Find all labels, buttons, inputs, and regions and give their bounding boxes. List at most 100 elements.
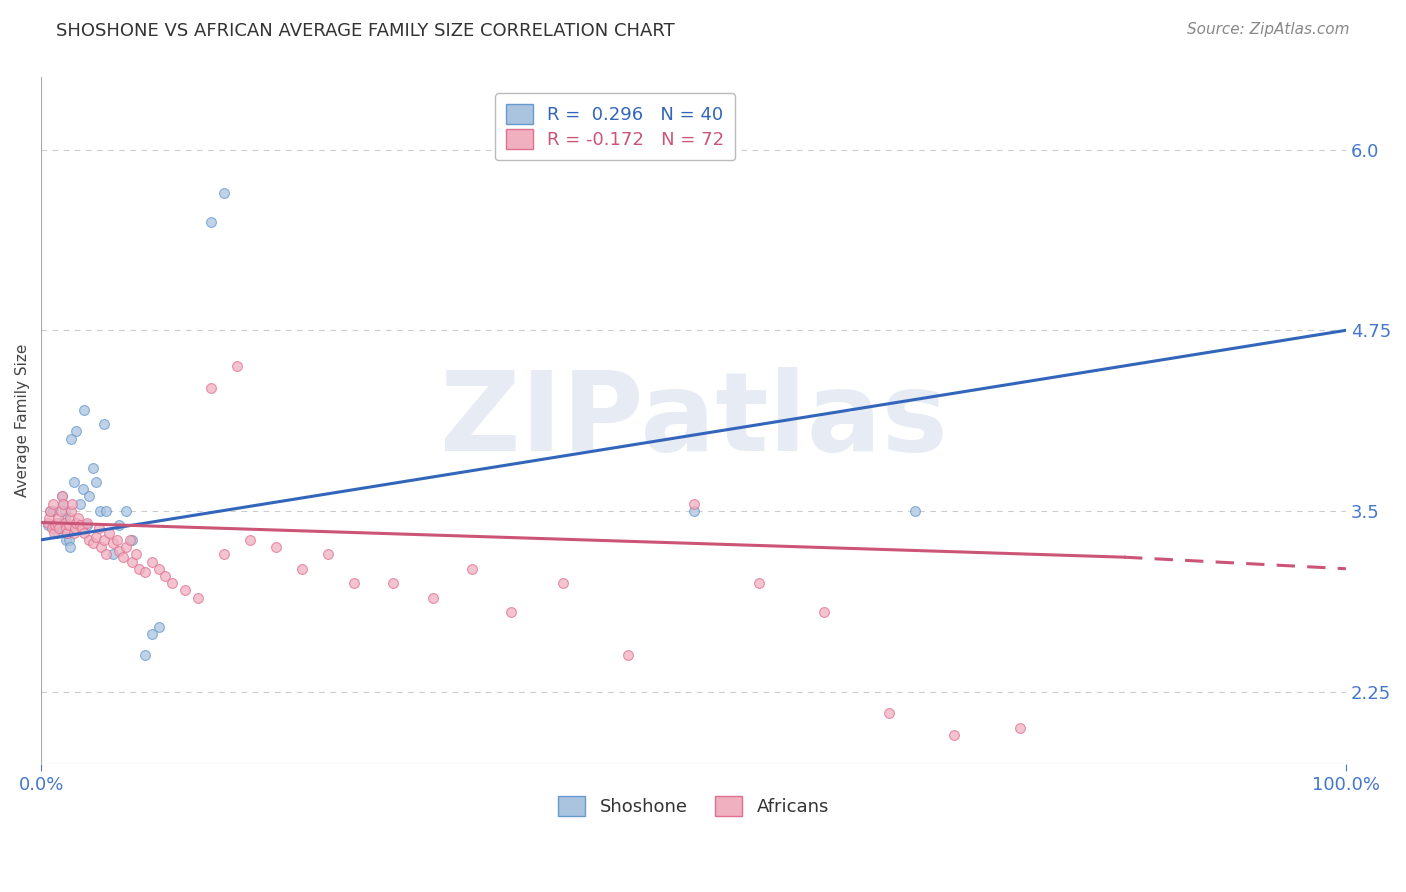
Point [56,518,79,533]
Point [225,359,247,374]
Point [343,576,366,591]
Point [69,518,91,533]
Point [160,576,183,591]
Point [173,583,195,598]
Point [41,521,63,535]
Point [93,417,115,432]
Y-axis label: Average Family Size: Average Family Size [15,344,30,498]
Point [93,533,115,547]
Point [73,525,96,540]
Point [84,475,107,489]
Point [39,504,62,518]
Point [52,497,75,511]
Point [239,533,262,547]
Point [52,497,75,511]
Point [904,504,927,518]
Point [59,511,82,525]
Point [96,504,118,518]
Point [551,576,574,591]
Point [141,627,163,641]
Point [90,540,112,554]
Point [499,605,522,619]
Point [682,504,704,518]
Point [49,521,72,535]
Point [42,497,65,511]
Point [682,497,704,511]
Point [128,562,150,576]
Point [55,521,77,535]
Point [46,511,69,525]
Legend: Shoshone, Africans: Shoshone, Africans [551,789,837,823]
Point [134,565,156,579]
Point [89,504,111,518]
Point [56,525,79,540]
Point [108,518,131,533]
Point [422,591,444,605]
Point [112,550,135,565]
Point [73,402,96,417]
Point [72,483,94,497]
Point [65,425,87,439]
Point [105,533,128,547]
Point [65,516,87,530]
Point [943,728,966,742]
Point [51,490,73,504]
Point [101,535,124,549]
Point [60,432,83,446]
Point [37,518,59,533]
Point [46,516,69,530]
Point [44,525,66,540]
Point [45,525,67,540]
Point [84,530,107,544]
Point [49,504,72,518]
Point [39,504,62,518]
Point [56,525,79,540]
Point [37,516,59,530]
Point [66,511,89,525]
Point [53,516,76,530]
Point [38,511,60,525]
Point [291,562,314,576]
Point [813,605,835,619]
Point [79,490,101,504]
Point [121,533,143,547]
Point [125,547,148,561]
Point [264,540,287,554]
Point [153,569,176,583]
Point [877,706,900,721]
Point [59,540,82,554]
Point [70,521,93,535]
Point [134,648,156,663]
Point [53,511,76,525]
Point [141,555,163,569]
Point [76,516,98,530]
Point [316,547,339,561]
Point [148,562,170,576]
Point [748,576,770,591]
Point [51,490,73,504]
Point [101,547,124,561]
Text: ZIPatlas: ZIPatlas [440,368,948,475]
Point [58,518,80,533]
Point [76,518,98,533]
Point [62,525,84,540]
Point [1008,721,1031,735]
Point [115,504,138,518]
Point [58,533,80,547]
Point [63,521,86,535]
Point [62,475,84,489]
Point [87,521,110,535]
Point [69,497,91,511]
Point [617,648,640,663]
Point [148,619,170,633]
Point [97,525,120,540]
Point [42,504,65,518]
Point [45,516,67,530]
Point [118,533,141,547]
Point [382,576,405,591]
Point [62,497,84,511]
Point [82,460,104,475]
Point [200,215,222,229]
Point [187,591,209,605]
Point [48,521,70,535]
